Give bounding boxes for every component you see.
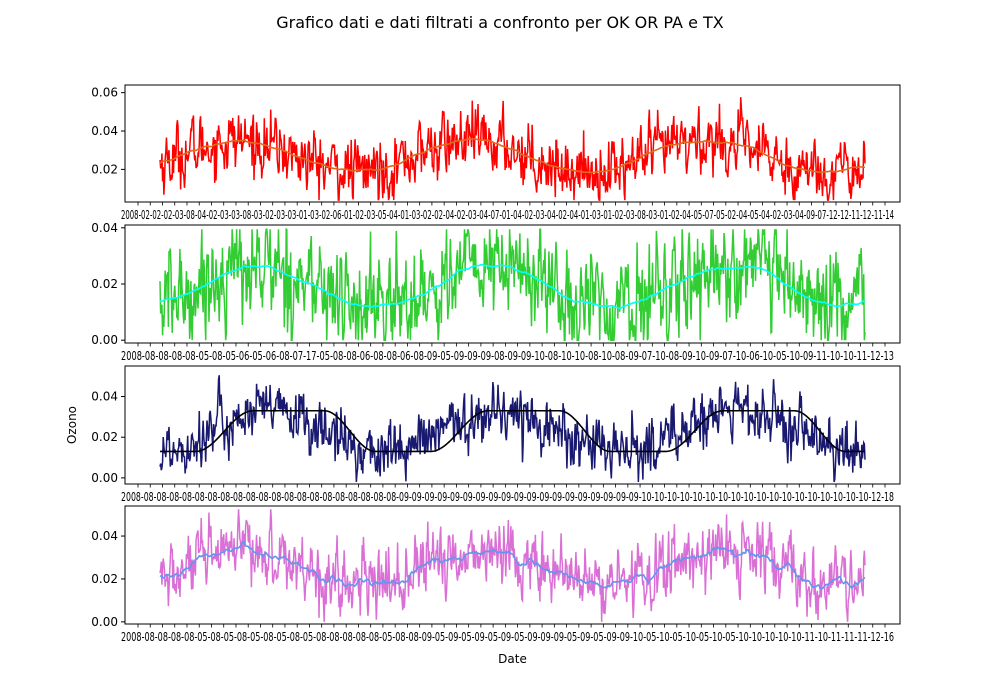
subplots: 0.02 0.04 0.06 2008-02-02-02-03-08-04-02-03… bbox=[65, 84, 901, 666]
subplot-1: 0.02 0.04 0.06 2008-02-02-02-03-08-04-02-03… bbox=[91, 84, 901, 222]
axes-frame bbox=[124, 505, 901, 625]
y-tick-label: 0.00 bbox=[91, 471, 118, 485]
y-tick-label: 0.04 bbox=[91, 221, 118, 235]
filtered-series-line bbox=[159, 540, 866, 590]
y-tick-label: 0.02 bbox=[91, 162, 118, 176]
y-tick-label: 0.04 bbox=[91, 390, 118, 404]
filtered-series-line bbox=[159, 263, 866, 310]
x-tick-labels: 2008-08-08-08-08-05-08-05-06-05-06-08-07… bbox=[121, 349, 894, 363]
y-tick-label: 0.02 bbox=[91, 430, 118, 444]
y-tick-label: 0.04 bbox=[91, 529, 118, 543]
raw-series-line bbox=[159, 97, 866, 201]
axes-frame bbox=[124, 84, 901, 203]
subplot-2: 0.00 0.02 0.04 2008-08-08-08-08-05-08-05-06… bbox=[91, 221, 901, 363]
raw-series-line bbox=[159, 227, 866, 341]
raw-series-line bbox=[159, 375, 866, 483]
filtered-series-line bbox=[160, 409, 865, 453]
x-tick-labels: 2008-02-02-02-03-08-04-02-03-03-08-03-02… bbox=[121, 208, 894, 222]
x-axis-label: Date bbox=[498, 652, 527, 666]
y-tick-label: 0.02 bbox=[91, 572, 118, 586]
x-tick-labels: 2008-08-08-08-08-05-08-05-08-05-08-05-08… bbox=[121, 630, 894, 644]
y-tick-label: 0.06 bbox=[91, 86, 118, 100]
axes-frame bbox=[124, 365, 901, 485]
y-axis-label: Ozono bbox=[65, 406, 79, 444]
y-tick-label: 0.02 bbox=[91, 277, 118, 291]
figure-title: Grafico dati e dati filtrati a confronto… bbox=[276, 13, 724, 32]
filtered-series-line bbox=[159, 138, 866, 174]
subplot-4: 0.00 0.02 0.04 2008-08-08-08-08-05-08-05-08… bbox=[91, 505, 901, 666]
y-tick-label: 0.00 bbox=[91, 333, 118, 347]
subplot-3: 0.00 0.02 0.04 2008-08-08-08-08-08-08-08-08… bbox=[65, 365, 901, 504]
y-tick-label: 0.04 bbox=[91, 124, 118, 138]
raw-series-line bbox=[159, 509, 866, 622]
x-tick-labels: 2008-08-08-08-08-08-08-08-08-08-08-08-08… bbox=[121, 490, 894, 504]
y-tick-label: 0.00 bbox=[91, 615, 118, 629]
